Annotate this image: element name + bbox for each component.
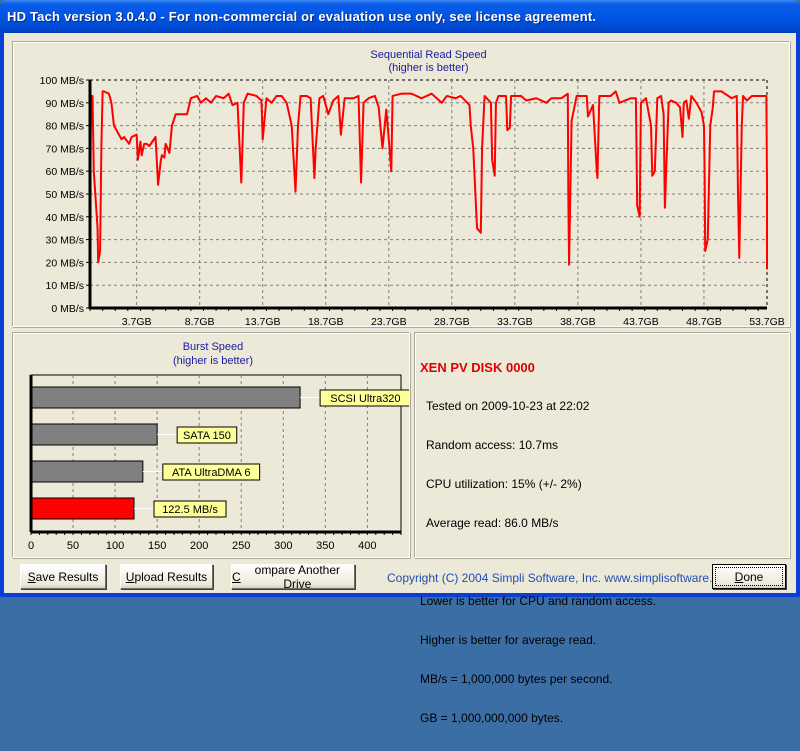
results-text: XEN PV DISK 0000 Tested on 2009-10-23 at…	[420, 335, 656, 751]
y-tick-label: 100 MB/s	[40, 75, 84, 87]
bar-label: ATA UltraDMA 6	[172, 467, 250, 479]
average-read: Average read: 86.0 MB/s	[426, 516, 559, 530]
x-tick-label: 0	[28, 540, 34, 552]
y-tick-label: 20 MB/s	[45, 257, 84, 269]
x-tick-label: 350	[316, 540, 334, 552]
x-tick-label: 48.7GB	[686, 316, 722, 326]
copyright-link[interactable]: Copyright (C) 2004 Simpli Software, Inc.…	[387, 571, 736, 585]
mnemonic: S	[27, 569, 36, 584]
x-tick-label: 18.7GB	[308, 316, 344, 326]
x-tick-label: 38.7GB	[560, 316, 596, 326]
disk-name: XEN PV DISK 0000	[420, 360, 535, 375]
x-tick-label: 50	[67, 540, 79, 552]
y-tick-label: 0 MB/s	[51, 303, 84, 315]
x-tick-label: 8.7GB	[185, 316, 215, 326]
x-tick-label: 300	[274, 540, 292, 552]
x-tick-label: 43.7GB	[623, 316, 659, 326]
sequential-read-panel: Sequential Read Speed (higher is better) 1…	[12, 41, 790, 327]
x-tick-label: 200	[190, 540, 208, 552]
y-tick-label: 10 MB/s	[45, 280, 84, 292]
x-tick-label: 400	[358, 540, 376, 552]
burst-bar	[30, 497, 135, 520]
sequential-read-chart: Sequential Read Speed(higher is better) 1…	[40, 49, 785, 326]
bar-label: 122.5 MB/s	[162, 504, 218, 516]
x-tick-label: 13.7GB	[245, 316, 281, 326]
mnemonic: D	[734, 569, 744, 584]
x-tick-label: 3.7GB	[122, 316, 152, 326]
chart-subtitle: (higher is better)	[388, 62, 468, 74]
chart-title: Burst Speed	[183, 341, 244, 353]
chart-title: Sequential Read Speed	[370, 49, 486, 61]
client-area: Sequential Read Speed (higher is better) 1…	[4, 33, 796, 725]
note: GB = 1,000,000,000 bytes.	[420, 711, 564, 725]
y-tick-label: 90 MB/s	[45, 98, 84, 110]
mnemonic: U	[125, 569, 135, 584]
read-speed-line	[89, 90, 768, 270]
tested-on: Tested on 2009-10-23 at 22:02	[426, 399, 590, 413]
bar-label: SCSI Ultra320	[330, 393, 400, 405]
burst-speed-panel: Burst Speed (higher is better) 0 50 100 150 20…	[12, 332, 410, 558]
bar-label-box	[176, 426, 238, 444]
hd-tach-window: HD Tach version 3.0.4.0 - For non-commer…	[0, 0, 800, 725]
y-tick-label: 50 MB/s	[45, 189, 84, 201]
y-tick-label: 60 MB/s	[45, 166, 84, 178]
title-bar[interactable]: HD Tach version 3.0.4.0 - For non-commer…	[0, 0, 800, 33]
burst-bar	[30, 460, 144, 483]
cpu-utilization: CPU utilization: 15% (+/- 2%)	[426, 477, 582, 491]
x-tick-label: 33.7GB	[497, 316, 533, 326]
chart-subtitle: (higher is better)	[173, 355, 253, 367]
y-tick-label: 30 MB/s	[45, 235, 84, 247]
mnemonic: C	[232, 569, 241, 584]
window-title: HD Tach version 3.0.4.0 - For non-commer…	[7, 9, 597, 24]
results-panel	[414, 332, 790, 558]
burst-bar	[30, 423, 158, 446]
y-tick-label: 80 MB/s	[45, 121, 84, 133]
random-access: Random access: 10.7ms	[426, 438, 559, 452]
bar-label: SATA 150	[183, 430, 231, 442]
note: MB/s = 1,000,000 bytes per second.	[420, 672, 613, 686]
x-tick-label: 53.7GB	[749, 316, 785, 326]
bar-label-box	[153, 500, 227, 518]
bar-label-box	[319, 389, 409, 407]
button-label: pload Results	[134, 569, 208, 584]
note: Lower is better for CPU and random acces…	[420, 594, 657, 608]
burst-bar	[30, 386, 301, 409]
y-tick-label: 70 MB/s	[45, 143, 84, 155]
bar-label-box	[162, 463, 261, 481]
x-tick-label: 28.7GB	[434, 316, 470, 326]
button-label: one	[743, 569, 764, 584]
button-label: ave Results	[35, 569, 99, 584]
note: Higher is better for average read.	[420, 633, 597, 647]
x-tick-label: 250	[232, 540, 250, 552]
button-label: ompare Another Drive	[254, 562, 341, 591]
x-tick-label: 23.7GB	[371, 316, 407, 326]
x-tick-label: 100	[106, 540, 124, 552]
y-tick-label: 40 MB/s	[45, 212, 84, 224]
burst-speed-chart: Burst Speed (higher is better) 0 50 100 150 20…	[28, 341, 409, 552]
x-tick-label: 150	[148, 540, 166, 552]
